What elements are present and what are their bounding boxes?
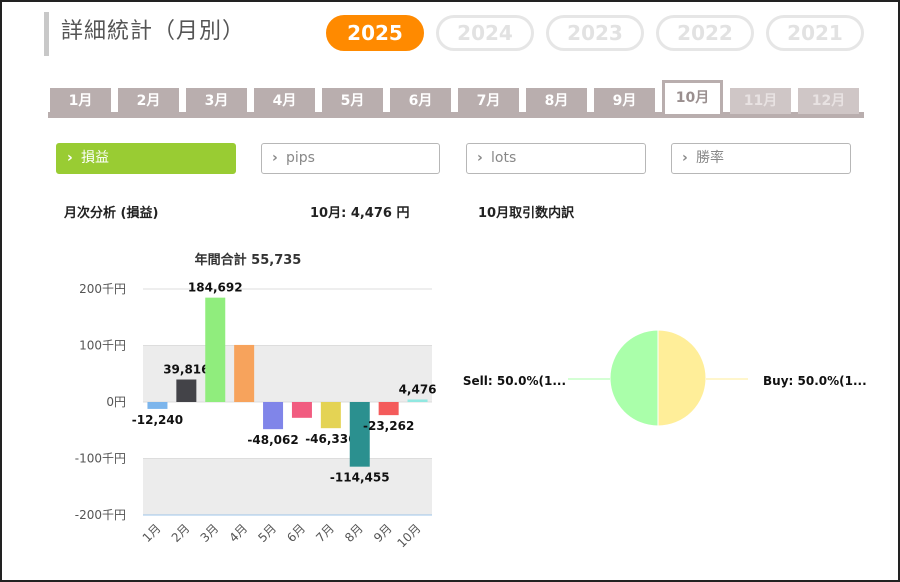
metric-profit-button[interactable]: › 損益 — [56, 143, 236, 174]
tab-month-7[interactable]: 7月 — [458, 88, 519, 114]
metric-pips-label: pips — [286, 150, 315, 166]
data-label: 184,692 — [188, 281, 243, 295]
year-selector: 2025 2024 2023 2022 2021 — [326, 15, 864, 51]
x-tick-label: 7月 — [313, 521, 337, 545]
x-tick-label: 10月 — [394, 521, 423, 550]
metric-lots-button[interactable]: › lots — [466, 143, 646, 174]
metric-pips-button[interactable]: › pips — [261, 143, 440, 174]
bar-8月 — [349, 402, 370, 467]
data-label: -114,455 — [330, 471, 390, 485]
y-tick-label: 200千円 — [79, 282, 126, 296]
tab-month-8[interactable]: 8月 — [526, 88, 587, 114]
tab-month-11[interactable]: 11月 — [730, 88, 791, 114]
monthly-profit-chart: 200千円 100千円 0円 -100千円 -200千円 年間合計 55,735 -12,2… — [75, 252, 437, 550]
page-title: 詳細統計（月別） — [61, 19, 246, 44]
tab-month-12[interactable]: 12月 — [798, 88, 859, 114]
bar-9月 — [378, 402, 399, 416]
bar-5月 — [263, 402, 284, 430]
tab-month-1[interactable]: 1月 — [50, 88, 111, 114]
tab-month-3[interactable]: 3月 — [186, 88, 247, 114]
y-tick-label: 0円 — [106, 395, 126, 409]
year-2023-button[interactable]: 2023 — [546, 15, 644, 51]
y-tick-label: -100千円 — [75, 452, 126, 466]
metric-winrate-button[interactable]: › 勝率 — [671, 143, 851, 174]
year-2024-button[interactable]: 2024 — [436, 15, 534, 51]
data-label: 39,816 — [163, 363, 209, 377]
chevron-right-icon: › — [682, 150, 688, 166]
data-label: -46,336 — [305, 432, 356, 446]
bar-2月 — [176, 379, 197, 402]
x-tick-label: 1月 — [140, 521, 164, 545]
data-label: -23,262 — [363, 419, 414, 433]
bar-10月 — [407, 399, 428, 402]
chevron-right-icon: › — [67, 150, 73, 166]
x-tick-label: 9月 — [371, 521, 395, 545]
analysis-heading: 月次分析 (損益) — [64, 206, 159, 221]
metric-profit-label: 損益 — [81, 150, 109, 166]
page-title-block: 詳細統計（月別） — [44, 12, 245, 56]
chart-title: 年間合計 55,735 — [195, 252, 302, 268]
y-tick-label: -200千円 — [75, 508, 126, 522]
pie-label-buy: Buy: 50.0%(1... — [763, 374, 867, 388]
data-label: -12,240 — [132, 413, 183, 427]
month-value: 10月: 4,476 円 — [310, 206, 410, 221]
bar-3月 — [205, 297, 226, 402]
x-tick-label: 8月 — [342, 521, 366, 545]
x-tick-label: 5月 — [255, 521, 279, 545]
metric-winrate-label: 勝率 — [696, 150, 724, 166]
chevron-right-icon: › — [477, 150, 483, 166]
bar-7月 — [320, 402, 341, 429]
breakdown-heading: 10月取引数内訳 — [478, 206, 575, 221]
y-tick-label: 100千円 — [79, 339, 126, 353]
x-tick-label: 6月 — [284, 521, 308, 545]
bar-4月 — [234, 344, 255, 402]
tab-month-6[interactable]: 6月 — [390, 88, 451, 114]
tab-month-5[interactable]: 5月 — [322, 88, 383, 114]
chevron-right-icon: › — [272, 150, 278, 166]
year-2022-button[interactable]: 2022 — [656, 15, 754, 51]
x-tick-label: 4月 — [226, 521, 250, 545]
trade-breakdown-pie: Sell: 50.0%(1... Buy: 50.0%(1... — [463, 329, 867, 427]
pie-label-sell: Sell: 50.0%(1... — [463, 374, 566, 388]
data-label: 4,476 — [399, 382, 437, 396]
metric-lots-label: lots — [491, 150, 517, 166]
tab-month-4[interactable]: 4月 — [254, 88, 315, 114]
pie-slice-sell — [609, 329, 659, 427]
x-tick-label: 2月 — [169, 521, 193, 545]
year-2025-button[interactable]: 2025 — [326, 15, 424, 51]
pie-slice-buy — [657, 329, 707, 427]
month-tabs-underline — [48, 112, 864, 118]
tab-month-9[interactable]: 9月 — [594, 88, 655, 114]
month-tabs: 1月 2月 3月 4月 5月 6月 7月 8月 9月 10月 11月 12月 — [48, 80, 864, 118]
plot-band — [143, 458, 432, 515]
tab-month-2[interactable]: 2月 — [118, 88, 179, 114]
x-tick-label: 3月 — [198, 521, 222, 545]
data-label: -48,062 — [247, 433, 298, 447]
bar-1月 — [147, 402, 168, 409]
bar-6月 — [291, 402, 312, 418]
tab-month-10[interactable]: 10月 — [662, 80, 723, 114]
year-2021-button[interactable]: 2021 — [766, 15, 864, 51]
